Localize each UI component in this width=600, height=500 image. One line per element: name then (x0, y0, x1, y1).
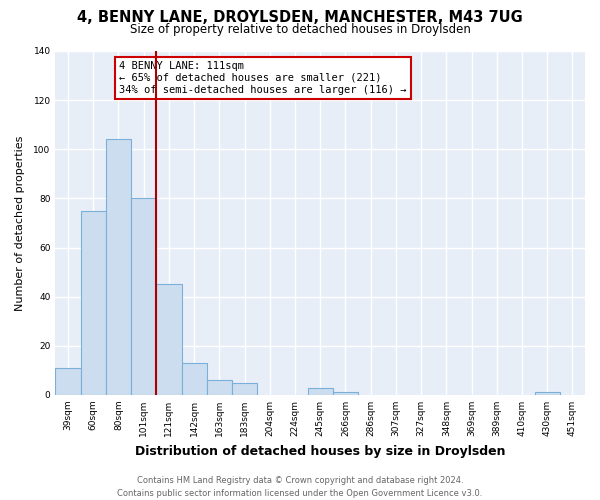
Text: 4, BENNY LANE, DROYLSDEN, MANCHESTER, M43 7UG: 4, BENNY LANE, DROYLSDEN, MANCHESTER, M4… (77, 10, 523, 25)
Bar (55, 368, 80, 395)
Bar (333, 392, 358, 395)
Y-axis label: Number of detached properties: Number of detached properties (15, 136, 25, 310)
Text: Size of property relative to detached houses in Droylsden: Size of property relative to detached ho… (130, 22, 470, 36)
Bar (207, 380, 232, 395)
Bar (80, 210, 106, 395)
Text: Contains HM Land Registry data © Crown copyright and database right 2024.
Contai: Contains HM Land Registry data © Crown c… (118, 476, 482, 498)
Text: 4 BENNY LANE: 111sqm
← 65% of detached houses are smaller (221)
34% of semi-deta: 4 BENNY LANE: 111sqm ← 65% of detached h… (119, 62, 406, 94)
Bar (131, 198, 157, 395)
X-axis label: Distribution of detached houses by size in Droylsden: Distribution of detached houses by size … (135, 444, 505, 458)
Bar (535, 392, 560, 395)
Bar (182, 363, 207, 395)
Bar (106, 140, 131, 395)
Bar (308, 388, 333, 395)
Bar (232, 382, 257, 395)
Bar (157, 284, 182, 395)
